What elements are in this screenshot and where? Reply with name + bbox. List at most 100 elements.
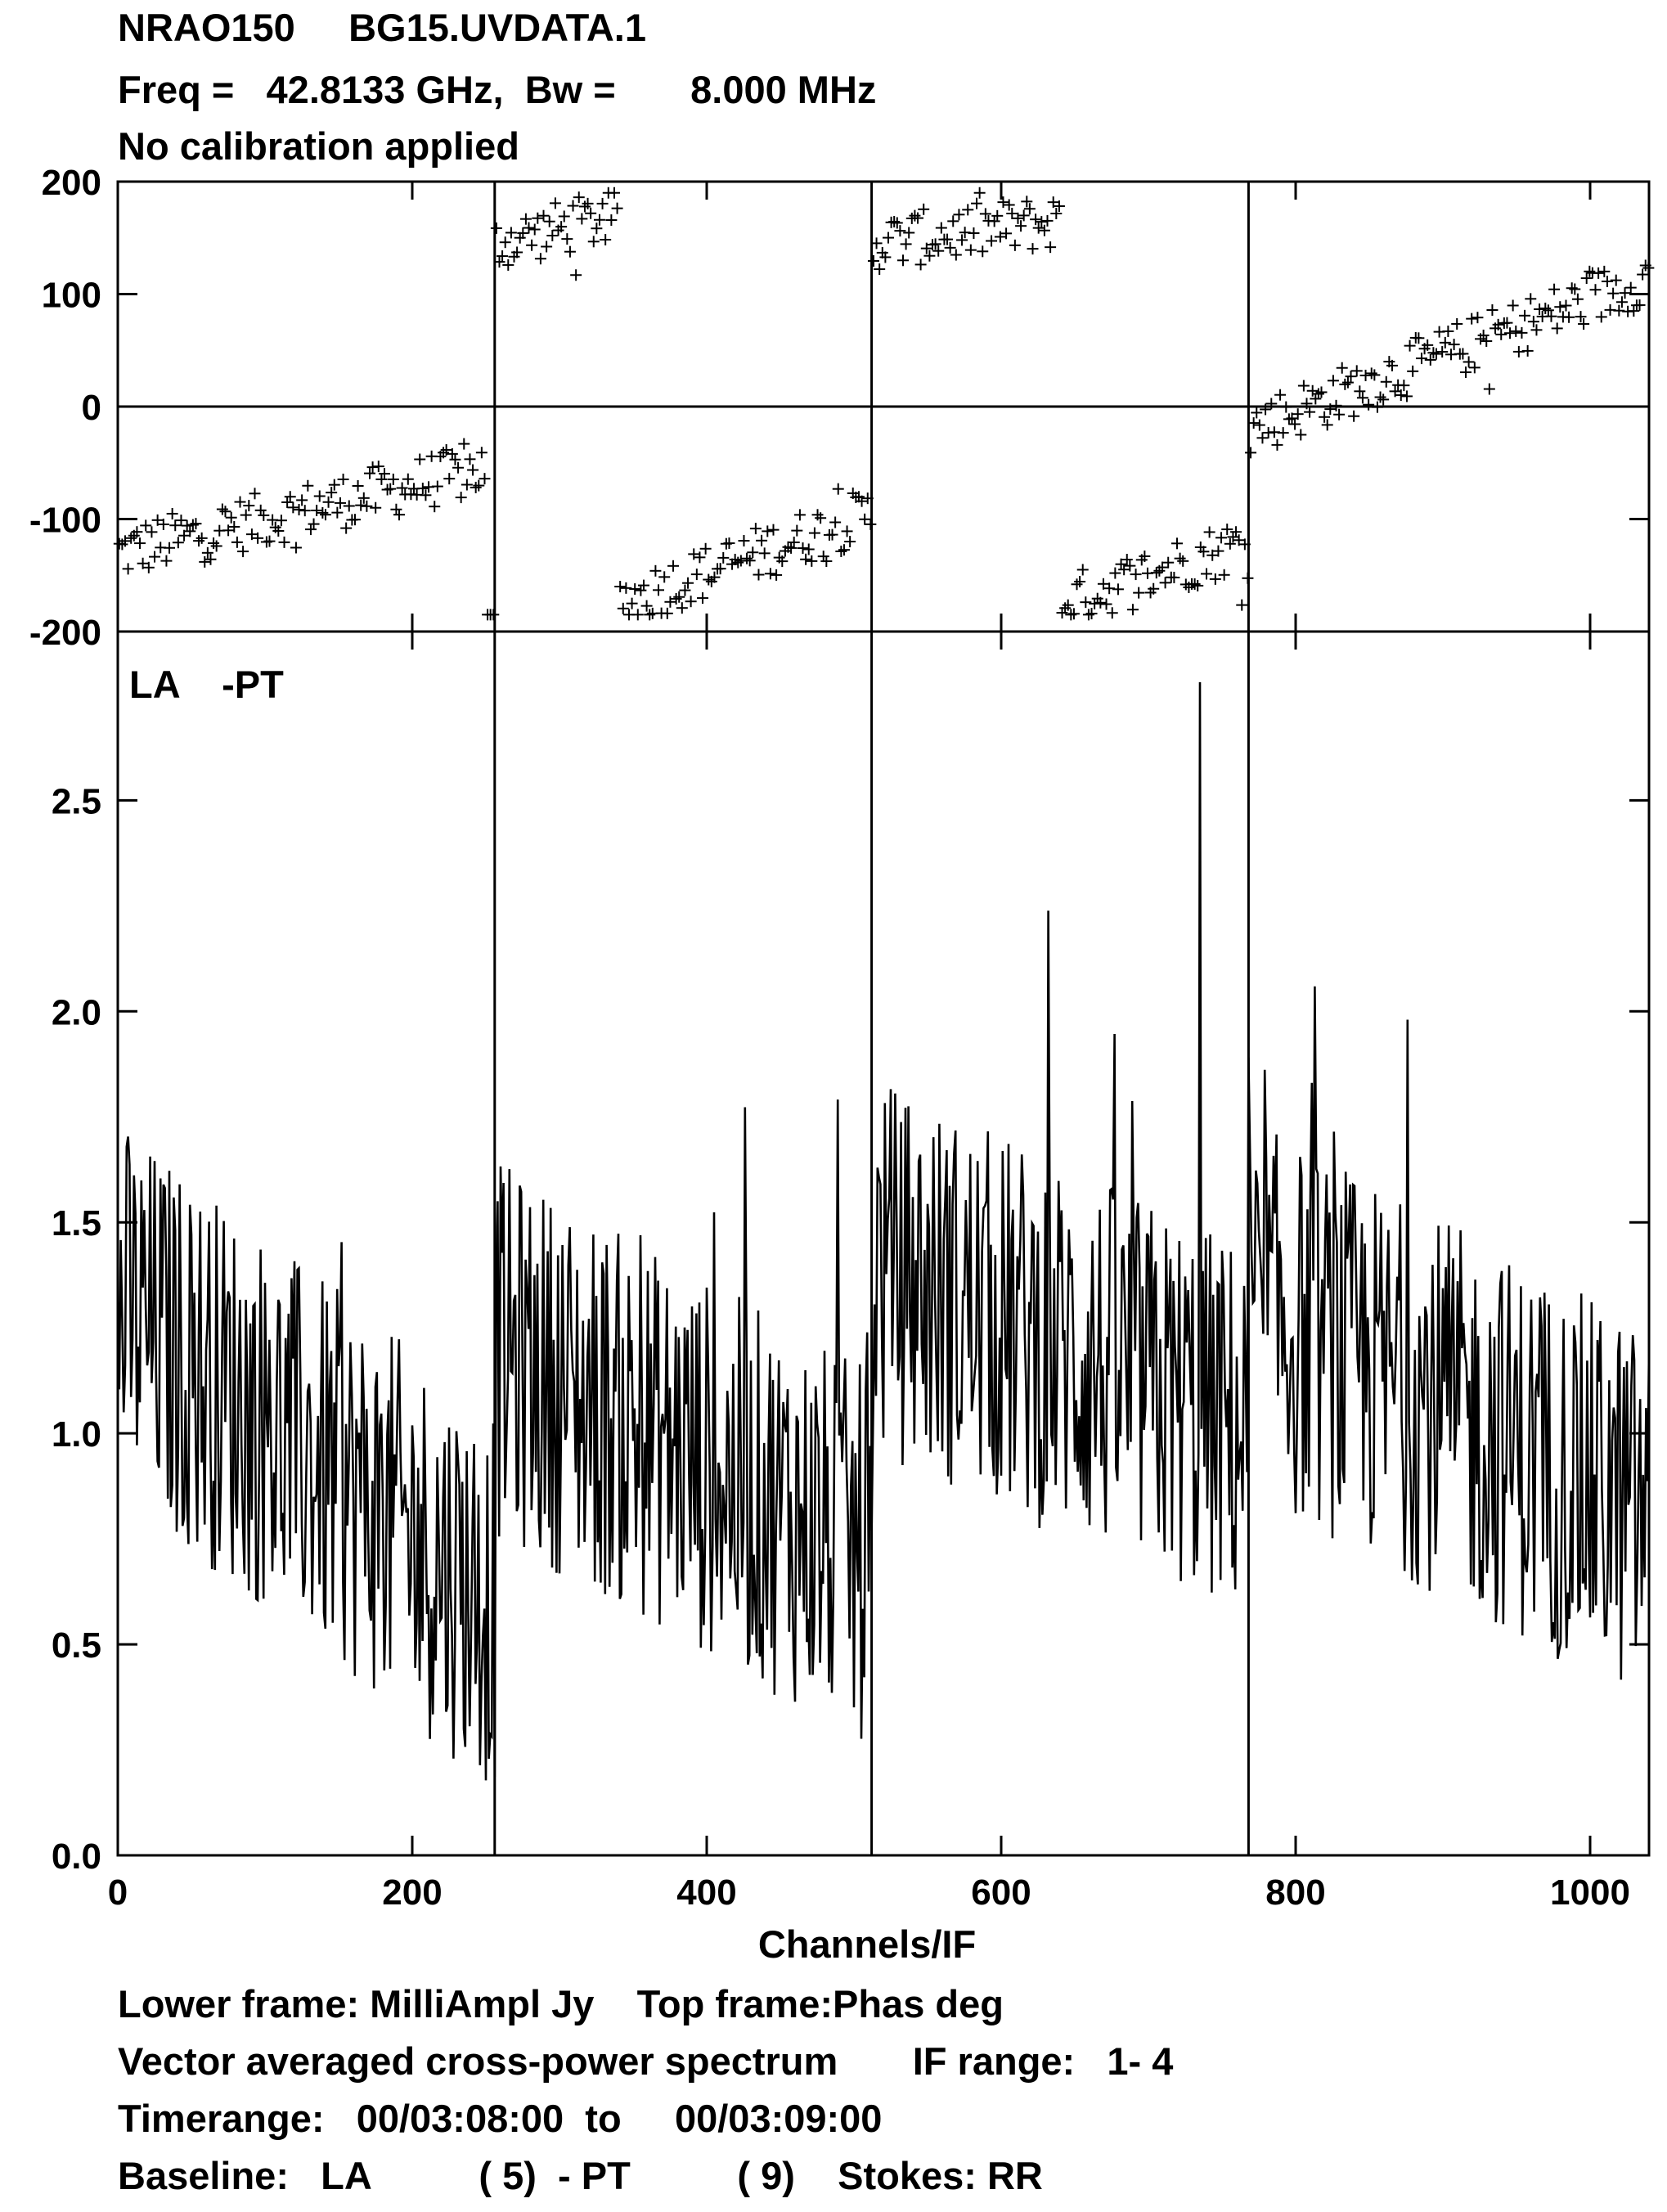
phase-point: [994, 231, 1006, 243]
phase-point: [649, 564, 662, 577]
freq-value: 42.8133 GHz,: [266, 68, 504, 111]
lower-frame-label: Lower frame: MilliAmpl Jy: [118, 1982, 595, 2025]
phase-point: [537, 209, 550, 222]
phase-point: [1112, 583, 1124, 596]
phase-point: [973, 187, 986, 199]
phase-point: [793, 509, 806, 521]
phase-point: [1578, 318, 1590, 330]
phase-point: [234, 496, 246, 508]
phase-point: [240, 509, 252, 521]
phase-point: [708, 571, 721, 583]
phase-point: [1319, 411, 1331, 423]
phase-point: [1292, 408, 1304, 420]
phase-point: [564, 245, 576, 258]
phase-point: [826, 528, 838, 541]
footer-line-4: Baseline: LA ( 5) - PT ( 9) Stokes: RR: [118, 2156, 1043, 2195]
phase-point: [511, 246, 523, 259]
phase-point: [1377, 393, 1390, 406]
phase-point: [1633, 299, 1646, 311]
phase-point: [935, 222, 947, 234]
phase-point: [1424, 353, 1436, 366]
phase-point: [541, 241, 553, 253]
phase-point: [1436, 346, 1449, 358]
phase-point: [322, 496, 335, 508]
phase-point: [1227, 531, 1239, 543]
phase-point: [1368, 369, 1381, 381]
phase-point: [682, 577, 694, 589]
phase-point: [514, 232, 526, 244]
phase-point: [263, 535, 276, 547]
phase-point: [497, 250, 509, 263]
phase-point: [1439, 336, 1451, 348]
phase-point: [971, 197, 983, 209]
phase-point: [879, 251, 892, 263]
phase-point: [697, 592, 709, 605]
phase-point: [304, 524, 317, 536]
phase-point: [782, 541, 794, 553]
phase-point: [311, 504, 323, 516]
spectrum-description: Vector averaged cross-power spectrum: [118, 2039, 838, 2083]
phase-point: [829, 516, 842, 528]
phase-point: [732, 556, 744, 569]
phase-point: [903, 227, 915, 239]
phase-point: [431, 480, 443, 492]
phase-point: [1256, 432, 1269, 444]
phase-point: [1023, 203, 1036, 215]
phase-point: [1209, 573, 1221, 585]
phase-point: [1584, 265, 1596, 277]
phase-point: [1076, 564, 1089, 576]
phase-point: [1251, 407, 1263, 419]
phase-point: [1295, 429, 1307, 441]
phase-point: [122, 563, 134, 575]
phase-point: [888, 216, 901, 228]
phase-point: [1304, 406, 1316, 418]
phase-point: [918, 203, 930, 215]
phase-point: [956, 234, 968, 246]
phase-point: [808, 527, 820, 539]
phase-point: [208, 537, 220, 550]
phase-point: [1530, 324, 1543, 336]
bw-value: 8.000 MHz: [690, 68, 877, 111]
phase-point: [1236, 599, 1248, 611]
top-frame-label: Top frame:Phas deg: [636, 1982, 1004, 2025]
x-tick-label: 400: [676, 1873, 736, 1913]
phase-point: [874, 263, 886, 276]
phase-point: [379, 468, 391, 480]
phase-point: [275, 515, 287, 527]
amp-tick-label: 1.5: [52, 1203, 101, 1243]
phase-point: [714, 563, 726, 575]
phase-point: [1548, 283, 1561, 295]
phase-point: [920, 242, 932, 254]
phase-point: [1339, 378, 1351, 390]
phase-panel: [113, 187, 1655, 621]
phase-point: [914, 259, 927, 271]
phase-point: [219, 506, 231, 518]
phase-point: [1534, 303, 1546, 315]
phase-point: [490, 222, 502, 234]
phase-point: [950, 249, 962, 261]
phase-point: [528, 223, 541, 236]
phase-point: [629, 583, 641, 596]
phase-point: [988, 215, 1000, 227]
phase-point: [1336, 362, 1348, 374]
phase-tick-label: 0: [82, 388, 101, 428]
phase-point: [1589, 284, 1602, 296]
phase-point: [1168, 571, 1180, 583]
phase-point: [1619, 287, 1631, 299]
phase-point: [1481, 335, 1493, 347]
phase-point: [788, 536, 800, 548]
phase-point: [620, 582, 632, 594]
phase-point: [1286, 412, 1298, 425]
phase-point: [1451, 317, 1463, 330]
phase-point: [475, 447, 488, 459]
phase-point: [661, 607, 673, 619]
phase-point: [464, 453, 476, 465]
phase-point: [317, 506, 329, 519]
phase-point: [458, 438, 470, 450]
phase-point: [146, 526, 158, 538]
phase-point: [149, 551, 161, 563]
phase-point: [1610, 274, 1622, 286]
phase-point: [856, 495, 868, 507]
phase-point: [653, 584, 665, 596]
phase-point: [1615, 296, 1628, 308]
